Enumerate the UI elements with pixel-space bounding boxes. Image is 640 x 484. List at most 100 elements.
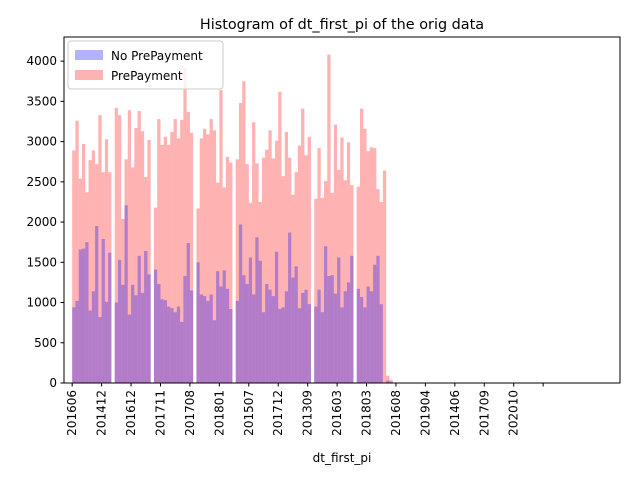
histogram-bar [196,262,200,383]
histogram-bar [242,275,246,383]
histogram-bar [153,207,158,383]
histogram-bar [140,131,145,383]
histogram-bar [196,208,200,383]
histogram-bar [261,312,266,383]
histogram-bar [127,314,132,383]
histogram-bar [278,308,282,383]
x-tick-label: 201801 [212,390,226,436]
histogram-bar [258,201,262,383]
histogram-bar [301,292,305,383]
histogram-bar [160,144,164,383]
histogram-bar [346,142,351,383]
y-tick-label: 3500 [26,94,57,108]
histogram-bar [343,180,347,383]
x-tick-label: 201406 [448,390,462,436]
histogram-bar [229,308,233,383]
histogram-bar [206,300,210,383]
histogram-bar [176,306,181,383]
y-tick-label: 500 [34,336,57,350]
histogram-bar [98,115,102,384]
histogram-bar [108,172,112,383]
histogram-bar [294,172,298,383]
histogram-bar [255,163,259,383]
y-tick-label: 4000 [26,54,57,68]
histogram-bar [180,119,184,384]
x-tick-label: 201712 [271,390,285,436]
histogram-bar [333,293,338,383]
legend-label: PrePayment [111,69,183,83]
histogram-bar [376,189,380,383]
chart-title: Histogram of dt_first_pi of the orig dat… [200,17,484,33]
legend-swatch [75,50,103,60]
histogram-bar [297,145,302,383]
histogram-bar [350,255,354,383]
histogram-bar [252,122,256,383]
histogram-bar [281,307,285,383]
histogram-bar [369,291,374,383]
y-axis: 0 500 1000 1500 2000 2500 3000 3500 4000 [26,54,64,390]
histogram-bar [121,218,125,383]
histogram-bar [114,107,118,384]
histogram-bar [117,259,122,383]
histogram-bar [104,139,109,383]
histogram-bar [209,119,213,384]
histogram-bar [212,130,217,383]
histogram-bar [180,321,184,383]
legend-label: No PrePayment [111,49,203,63]
histogram-bar [219,286,223,383]
y-tick-label: 1500 [26,255,57,269]
histogram-bar [271,296,275,383]
histogram-bar [140,292,145,383]
histogram-bar [373,148,377,383]
histogram-bar [297,308,302,383]
histogram-bar [261,157,266,383]
histogram-bar [284,291,289,383]
histogram-bar [88,160,92,383]
histogram-bar [163,136,168,383]
histogram-bar [340,137,344,383]
histogram-bar [225,288,230,383]
histogram-bar [95,226,99,383]
histogram-bar [330,193,334,383]
histogram-bar [317,148,321,383]
histogram-bar [366,151,370,383]
histogram-bar [337,169,341,383]
histogram-bar [203,296,207,383]
series-no-prepayment [72,205,393,383]
histogram-bar [170,308,174,383]
histogram-bar [258,260,262,383]
histogram-bar [121,284,125,383]
histogram-bar [265,149,269,383]
histogram-bar [134,127,138,383]
x-tick-label: 201803 [360,390,374,436]
y-tick-label: 2500 [26,175,57,189]
histogram-bar [173,312,177,383]
histogram-bar [85,242,89,383]
histogram-bar [278,91,282,383]
plot-frame [63,36,621,384]
histogram-bar [212,320,217,383]
histogram-bar [216,182,220,383]
histogram-bar [153,269,158,383]
histogram-bar [281,176,285,383]
legend-box [67,40,224,90]
histogram-bar [238,102,243,384]
histogram-bar [131,167,135,383]
histogram-bar [359,108,364,383]
histogram-bar [307,136,311,383]
histogram-bar [366,286,370,383]
histogram-bar [235,300,239,383]
histogram-bar [75,300,79,383]
histogram-bar [229,162,233,383]
histogram-bar [350,185,354,383]
histogram-bar [320,312,325,383]
histogram-bar [274,251,279,383]
x-axis-label: dt_first_pi [313,451,372,465]
histogram-bar [144,251,148,383]
histogram-bar [160,299,164,383]
histogram-bar [137,255,141,383]
histogram-bar [389,381,393,383]
histogram-bar [127,110,132,383]
histogram-bar [255,237,259,383]
